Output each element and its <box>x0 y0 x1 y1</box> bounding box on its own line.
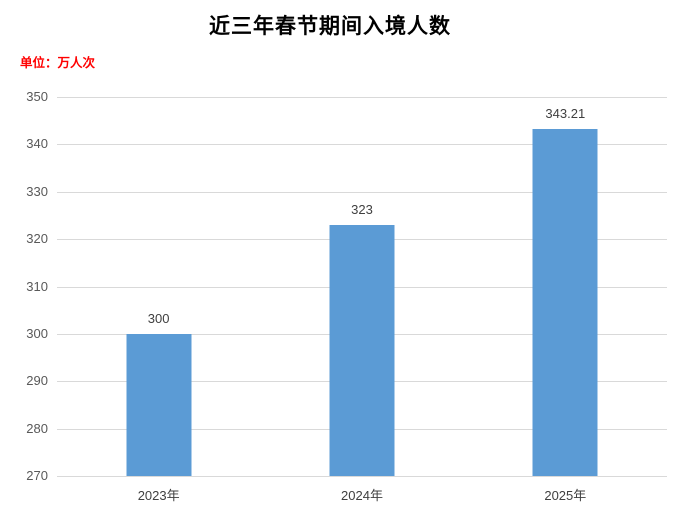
bar-2025年 <box>532 129 598 476</box>
value-label: 343.21 <box>545 106 586 122</box>
x-tick-label-2025年: 2025年 <box>544 488 587 503</box>
y-tick-label: 320 <box>26 231 48 247</box>
y-tick-label: 340 <box>26 136 48 152</box>
y-tick-label: 350 <box>26 89 48 104</box>
y-tick-label: 330 <box>26 183 48 199</box>
x-tick-label-2024年: 2024年 <box>341 488 383 503</box>
gridline-y-340 <box>57 144 667 146</box>
y-tick-label: 310 <box>26 278 48 294</box>
plot-area: 300 2023年 323 2024年 343.21 2025年 <box>57 97 667 503</box>
gridline-y-330 <box>57 191 667 193</box>
bar-column-2024年: 323 2024年 <box>260 97 463 503</box>
y-tick-label: 270 <box>26 468 48 483</box>
y-tick-label: 300 <box>26 325 48 341</box>
y-tick-label: 280 <box>26 420 48 436</box>
y-tick-label: 290 <box>26 373 48 389</box>
unit-label: 单位：万人次 <box>20 56 96 70</box>
bar-column-2025年: 343.21 2025年 <box>464 97 667 503</box>
bar-column-2023年: 300 2023年 <box>57 97 260 503</box>
gridline-y-350 <box>57 97 667 98</box>
gridline-y-270 <box>57 476 667 477</box>
x-tick-label-2023年: 2023年 <box>137 488 180 503</box>
value-label: 323 <box>351 201 373 217</box>
value-label: 300 <box>147 310 170 326</box>
bar-2023年 <box>126 333 192 476</box>
bar-2024年 <box>329 224 395 476</box>
chart-title: 近三年春节期间入境人数 <box>209 14 451 38</box>
